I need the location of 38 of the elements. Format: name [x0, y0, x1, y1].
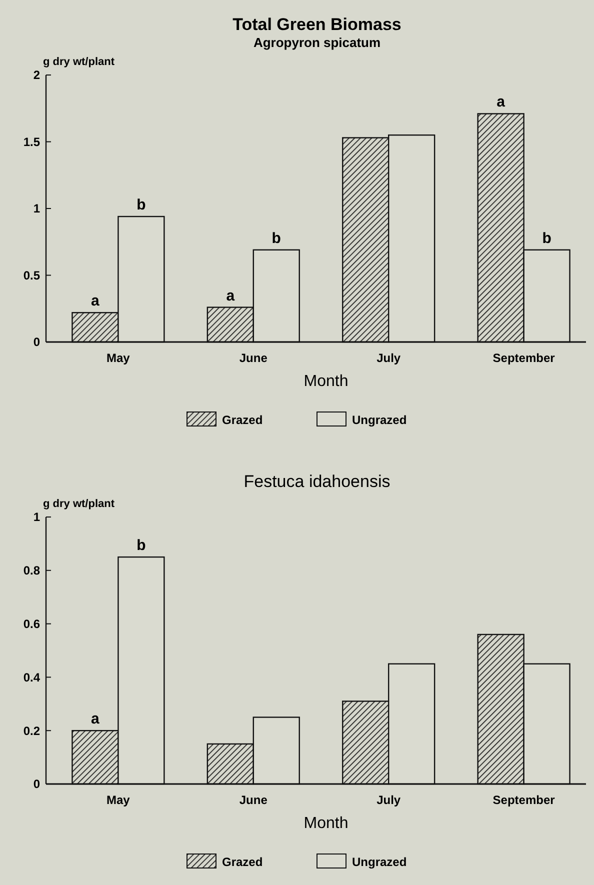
y-tick-label: 2 — [33, 68, 40, 82]
chart-title: Festuca idahoensis — [244, 472, 390, 491]
y-tick-label: 0 — [33, 777, 40, 792]
annotation: a — [226, 287, 236, 304]
x-axis-title: Month — [304, 815, 348, 832]
x-tick-label: September — [492, 793, 556, 807]
chart-title: Total Green Biomass — [232, 15, 402, 34]
x-tick-label: September — [492, 351, 556, 365]
y-tick-label: 0 — [33, 335, 40, 350]
y-tick-label: 1 — [33, 510, 40, 524]
legend-label: Ungrazed — [352, 855, 407, 869]
x-tick-label: July — [376, 351, 401, 365]
y-tick-label: 0.4 — [23, 670, 40, 684]
annotation: b — [136, 537, 146, 554]
y-tick-label: 0.6 — [23, 617, 40, 631]
annotation: b — [136, 196, 146, 214]
y-tick-label: 0.8 — [23, 564, 40, 578]
annotation: a — [91, 292, 100, 310]
y-tick-label: 0.5 — [23, 268, 40, 282]
y-axis-title: g dry wt/plant — [43, 498, 115, 510]
y-axis-title: g dry wt/plant — [43, 56, 115, 68]
y-tick-label: 0.2 — [23, 724, 40, 738]
annotation: a — [91, 710, 100, 728]
x-tick-label: June — [239, 793, 268, 807]
y-tick-label: 1.5 — [23, 134, 40, 149]
y-tick-label: 1 — [33, 202, 40, 216]
x-tick-label: May — [106, 351, 130, 365]
x-tick-label: July — [376, 793, 401, 807]
x-axis-title: Month — [304, 373, 348, 390]
chart-subtitle: Agropyron spicatum — [253, 35, 381, 50]
x-tick-label: June — [239, 351, 268, 365]
legend-label: Grazed — [222, 413, 263, 427]
annotation: b — [272, 230, 281, 247]
annotation: a — [496, 94, 506, 111]
legend-label: Ungrazed — [352, 413, 407, 427]
legend-label: Grazed — [222, 855, 263, 869]
x-tick-label: May — [106, 793, 130, 807]
annotation: b — [542, 230, 552, 247]
